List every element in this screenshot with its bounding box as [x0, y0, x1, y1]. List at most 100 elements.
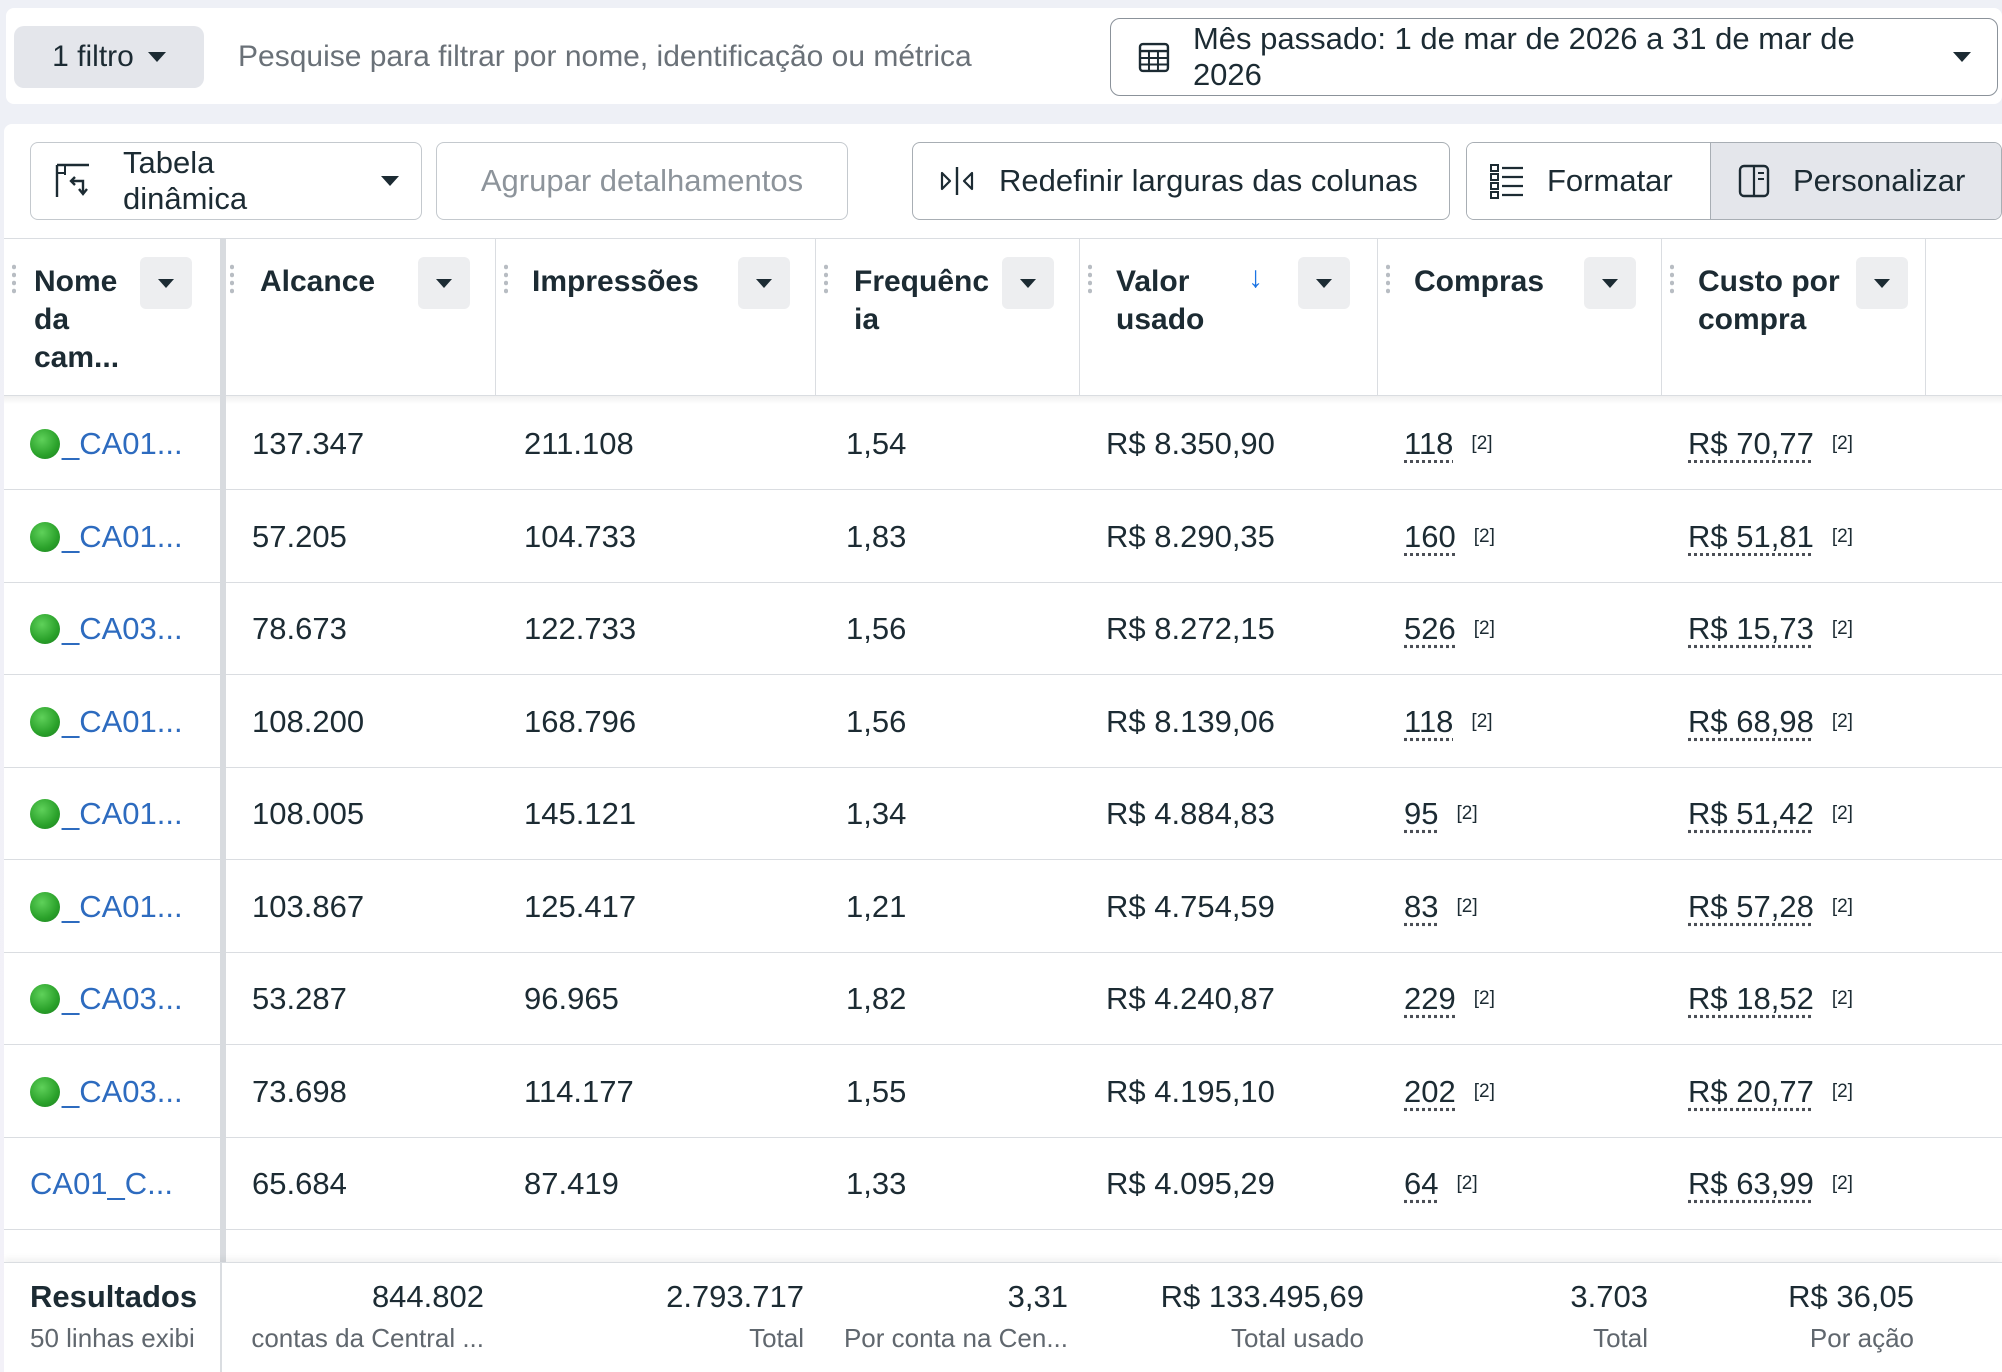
cost-per-purchase-value[interactable]: R$ 57,28 — [1688, 888, 1814, 924]
drag-handle-icon[interactable] — [824, 263, 828, 295]
footnote-marker: [2] — [1831, 1080, 1853, 1102]
column-menu-button[interactable] — [1298, 257, 1350, 309]
purchases-value[interactable]: 526 — [1404, 611, 1456, 646]
column-header-reach[interactable]: Alcance — [222, 239, 496, 395]
reset-column-widths-button[interactable]: Redefinir larguras das colunas — [912, 142, 1450, 220]
drag-handle-icon[interactable] — [230, 263, 234, 295]
customize-button[interactable]: Personalizar — [1711, 143, 2001, 219]
campaign-name-link[interactable]: CA01_C... — [30, 1138, 216, 1230]
cost-per-purchase-cell: R$ 51,81 [2] — [1688, 491, 1853, 583]
column-header-impressions[interactable]: Impressões — [496, 239, 816, 395]
campaign-name-link[interactable]: _CA03... — [30, 1046, 216, 1138]
campaign-name[interactable]: _CA01... — [62, 888, 183, 924]
table-row[interactable]: _CA03... 53.287 96.965 1,82 R$ 4.240,87 229 [2… — [4, 953, 2002, 1045]
table-row[interactable]: CA01_C... 65.684 87.419 1,33 R$ 4.095,29 64 [2… — [4, 1138, 2002, 1230]
purchases-value[interactable]: 160 — [1404, 518, 1456, 554]
cost-per-purchase-value[interactable]: R$ 51,81 — [1688, 518, 1814, 554]
drag-handle-icon[interactable] — [504, 263, 508, 295]
campaign-name-link[interactable]: _CA01... — [30, 676, 216, 768]
purchases-value[interactable]: 118 — [1404, 426, 1454, 461]
cost-per-purchase-value[interactable]: R$ 70,77 — [1688, 426, 1814, 461]
campaign-name[interactable]: _CA01... — [62, 518, 183, 554]
column-header-purchases[interactable]: Compras — [1378, 239, 1662, 395]
amount-spent-cell: R$ 8.290,35 — [1106, 518, 1275, 554]
column-menu-button[interactable] — [1002, 257, 1054, 309]
chevron-down-icon — [147, 52, 166, 62]
purchases-value[interactable]: 229 — [1404, 981, 1456, 1016]
footnote-marker: [2] — [1456, 895, 1478, 917]
rows-shown-count: 50 linhas exibi — [30, 1323, 195, 1353]
impressions-cell: 122.733 — [524, 611, 637, 646]
footnote-marker: [2] — [1473, 1080, 1495, 1102]
column-menu-button[interactable] — [1856, 257, 1908, 309]
filter-button[interactable]: 1 filtro — [14, 26, 204, 88]
cost-per-purchase-value[interactable]: R$ 15,73 — [1688, 611, 1814, 646]
frequency-cell: 1,83 — [846, 518, 907, 554]
purchases-value[interactable]: 202 — [1404, 1073, 1456, 1109]
total-amount-spent-value: R$ 133.495,69 — [1160, 1279, 1364, 1314]
campaign-name-link[interactable]: _CA01... — [30, 398, 216, 490]
campaign-name[interactable]: _CA03... — [62, 611, 183, 646]
reach-cell: 103.867 — [252, 888, 365, 924]
arrow-down-icon[interactable]: ↓ — [1248, 261, 1263, 294]
reports-panel: Tabela dinâmica Agrupar detalhamentos Re… — [4, 124, 2002, 1372]
campaign-name-link[interactable]: _CA01... — [30, 491, 216, 583]
drag-handle-icon[interactable] — [12, 263, 16, 295]
frequency-cell: 1,34 — [846, 796, 907, 831]
column-menu-button[interactable] — [140, 257, 192, 309]
campaign-name-link[interactable]: _CA01... — [30, 861, 216, 953]
chevron-down-icon — [381, 176, 399, 186]
drag-handle-icon[interactable] — [1670, 263, 1674, 295]
purchases-value[interactable]: 83 — [1404, 888, 1439, 924]
group-breakdowns-button[interactable]: Agrupar detalhamentos — [436, 142, 848, 220]
purchases-value[interactable]: 95 — [1404, 796, 1439, 831]
campaign-name[interactable]: _CA03... — [62, 1073, 183, 1109]
table-row[interactable]: _CA03... 78.673 122.733 1,56 R$ 8.272,15 526 [… — [4, 583, 2002, 675]
impressions-cell: 211.108 — [524, 426, 634, 461]
campaign-name[interactable]: _CA01... — [62, 426, 183, 461]
date-range-button[interactable]: Mês passado: 1 de mar de 2026 a 31 de ma… — [1110, 18, 1998, 96]
table-row[interactable]: _CA01... 108.200 168.796 1,56 R$ 8.139,06 118… — [4, 676, 2002, 768]
campaign-name[interactable]: CA01_C... — [30, 1166, 174, 1201]
table-row[interactable]: _CA03... 73.698 114.177 1,55 R$ 4.195,10 202 [… — [4, 1046, 2002, 1138]
campaign-name-link[interactable]: _CA01... — [30, 768, 216, 860]
total-purchases: 3.703 Total — [1404, 1279, 1648, 1369]
campaign-name[interactable]: _CA01... — [62, 796, 183, 831]
column-header-frequency[interactable]: Frequênc ia — [816, 239, 1080, 395]
filter-button-label: 1 filtro — [52, 40, 134, 73]
cost-per-purchase-value[interactable]: R$ 51,42 — [1688, 796, 1814, 831]
total-amount-spent-caption: Total usado — [1231, 1323, 1364, 1353]
purchases-value[interactable]: 64 — [1404, 1166, 1439, 1201]
active-status-icon — [30, 1076, 60, 1107]
campaign-name[interactable]: _CA03... — [62, 981, 183, 1016]
group-breakdowns-label: Agrupar detalhamentos — [480, 163, 804, 198]
column-header-cost-per-purchase[interactable]: Custo por compra — [1662, 239, 1926, 395]
table-row[interactable]: _CA01... 103.867 125.417 1,21 R$ 4.754,59 83 [… — [4, 861, 2002, 953]
column-menu-button[interactable] — [1584, 257, 1636, 309]
purchases-value[interactable]: 118 — [1404, 703, 1454, 739]
pivot-table-button[interactable]: Tabela dinâmica — [30, 142, 422, 220]
active-status-icon — [30, 891, 60, 922]
column-menu-button[interactable] — [738, 257, 790, 309]
campaign-name[interactable]: _CA01... — [62, 703, 183, 739]
cost-per-purchase-value[interactable]: R$ 68,98 — [1688, 703, 1814, 739]
table-row[interactable]: _CA01... 108.005 145.121 1,34 R$ 4.884,83 95 [… — [4, 768, 2002, 860]
frozen-column-divider[interactable] — [220, 238, 226, 1372]
column-header-amount-spent[interactable]: Valor usado ↓ — [1080, 239, 1378, 395]
drag-handle-icon[interactable] — [1088, 263, 1092, 295]
cost-per-purchase-value[interactable]: R$ 20,77 — [1688, 1073, 1814, 1109]
campaign-name-link[interactable]: _CA03... — [30, 953, 216, 1045]
format-button[interactable]: Formatar — [1467, 143, 1711, 219]
cost-per-purchase-value[interactable]: R$ 63,99 — [1688, 1166, 1814, 1201]
drag-handle-icon[interactable] — [1386, 263, 1390, 295]
search-input[interactable] — [238, 26, 1088, 88]
column-header-name[interactable]: Nome da cam... — [4, 239, 222, 395]
column-header-label: Impressões — [532, 265, 699, 298]
cost-per-purchase-value[interactable]: R$ 18,52 — [1688, 981, 1814, 1016]
column-menu-button[interactable] — [418, 257, 470, 309]
footnote-marker: [2] — [1831, 895, 1853, 917]
impressions-cell: 125.417 — [524, 888, 637, 924]
table-row[interactable]: _CA01... 137.347 211.108 1,54 R$ 8.350,90 118… — [4, 398, 2002, 490]
campaign-name-link[interactable]: _CA03... — [30, 583, 216, 675]
table-row[interactable]: _CA01... 57.205 104.733 1,83 R$ 8.290,35 160 [… — [4, 491, 2002, 583]
